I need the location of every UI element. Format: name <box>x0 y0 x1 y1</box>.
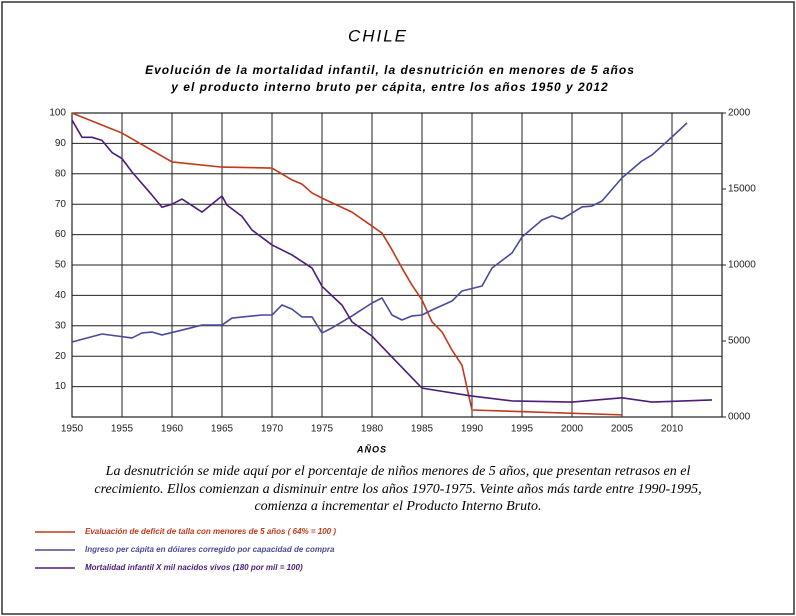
x-tick-label: 2000 <box>561 424 584 435</box>
y-tick-label: 70 <box>55 199 67 210</box>
y-tick-label: 20 <box>55 351 67 362</box>
y-tick-label: 10 <box>55 381 67 392</box>
x-tick-label: 1975 <box>311 424 334 435</box>
caption: crecimiento. Ellos comienzan a disminuir… <box>94 482 701 497</box>
legend-label: Evaluación de deficit de talla con menor… <box>85 527 336 536</box>
y-tick-label: 40 <box>55 290 67 301</box>
x-tick-label: 1950 <box>61 424 84 435</box>
x-tick-label: 1990 <box>461 424 484 435</box>
y2-tick-label: 15000 <box>728 184 756 195</box>
y2-tick-label: 5000 <box>728 336 751 347</box>
x-tick-label: 1970 <box>261 424 284 435</box>
x-tick-label: 1980 <box>361 424 384 435</box>
y-tick-label: 30 <box>55 320 67 331</box>
chart-title: CHILE <box>348 26 408 45</box>
y-tick-label: 50 <box>55 260 67 271</box>
data-line <box>71 112 623 416</box>
y2-tick-label: 0000 <box>728 412 751 423</box>
caption: La desnutrición se mide aquí por el porc… <box>105 464 691 479</box>
x-tick-label: 2005 <box>611 424 634 435</box>
data-line <box>71 122 688 343</box>
x-tick-label: 1955 <box>111 424 134 435</box>
y-tick-label: 80 <box>55 168 67 179</box>
y-tick-label: 60 <box>55 229 67 240</box>
legend-label: Mortalidad infantil X mil nacidos vivos … <box>85 563 303 572</box>
subtitle: y el producto interno bruto per cápita, … <box>170 80 608 94</box>
x-tick-label: 1985 <box>411 424 434 435</box>
legend-label: Ingreso per cápita en dóiares corregido … <box>85 545 335 554</box>
x-tick-label: 2010 <box>661 424 684 435</box>
y-tick-label: 90 <box>55 138 67 149</box>
subtitle: Evolución de la mortalidad infantil, la … <box>145 63 635 77</box>
caption: comienza a incrementar el Producto Inter… <box>254 499 541 514</box>
y2-tick-label: 10000 <box>728 260 756 271</box>
x-axis-label: AÑOS <box>356 444 387 454</box>
data-line <box>71 119 713 403</box>
x-tick-label: 1960 <box>161 424 184 435</box>
x-tick-label: 1995 <box>511 424 534 435</box>
x-tick-label: 1965 <box>211 424 234 435</box>
y-tick-label: 100 <box>49 108 66 119</box>
y2-tick-label: 2000 <box>728 108 751 119</box>
